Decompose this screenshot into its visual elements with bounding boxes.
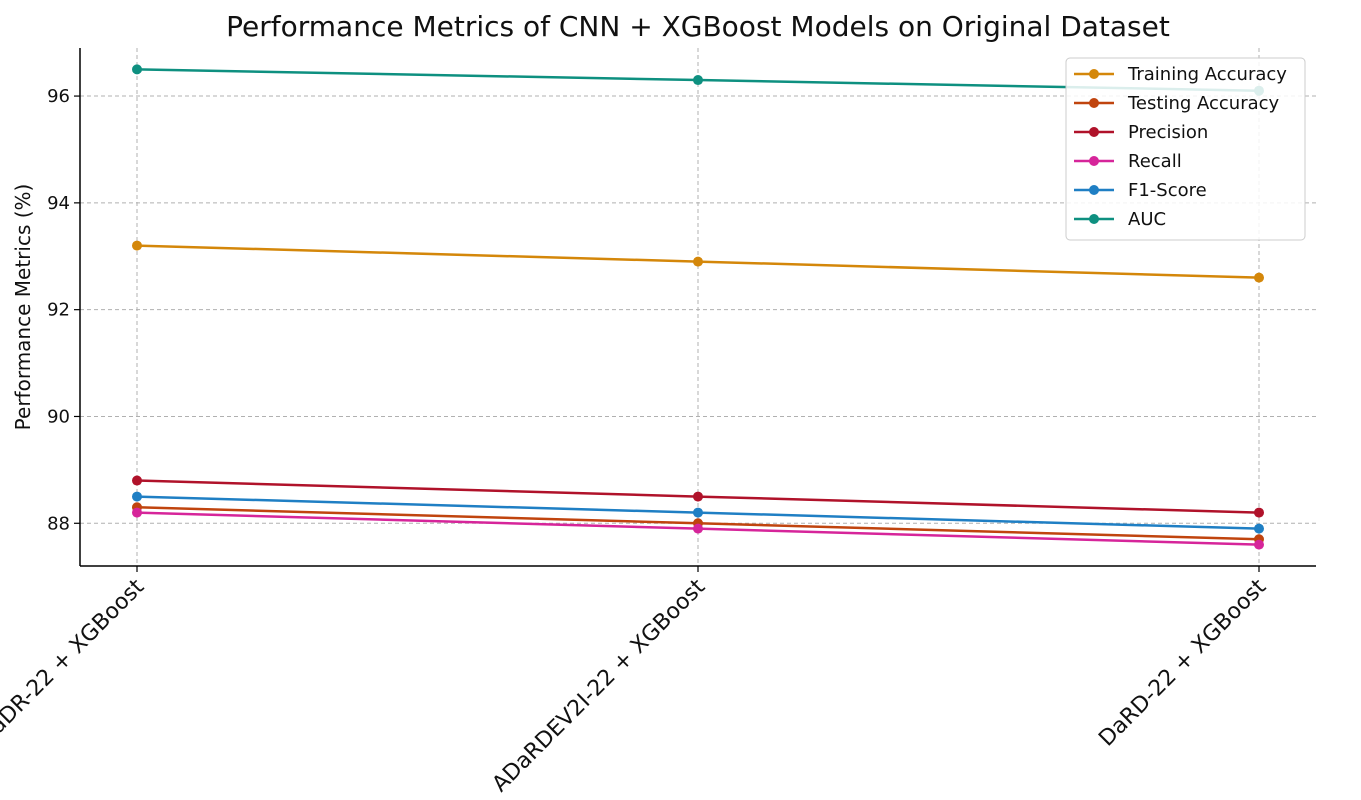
x-tick-label: ADaRDEV2I-22 + XGBoost bbox=[488, 574, 711, 797]
x-tick-label: ADaDR-22 + XGBoost bbox=[0, 574, 149, 761]
data-point bbox=[693, 75, 703, 86]
legend-swatch-marker bbox=[1089, 127, 1099, 137]
data-point bbox=[693, 256, 703, 267]
series-f1-score bbox=[132, 491, 1264, 534]
legend-label: AUC bbox=[1128, 209, 1166, 230]
data-point bbox=[693, 523, 703, 534]
data-point bbox=[132, 240, 142, 251]
legend-box bbox=[1065, 57, 1306, 241]
series-precision bbox=[132, 475, 1264, 518]
data-point bbox=[1254, 272, 1264, 283]
y-tick-label: 90 bbox=[47, 406, 70, 427]
series-training-accuracy bbox=[132, 240, 1264, 283]
x-tick-labels: ADaDR-22 + XGBoost ADaRDEV2I-22 + XGBoost… bbox=[0, 574, 1271, 797]
legend-swatch-marker bbox=[1089, 69, 1099, 79]
legend-label: Recall bbox=[1128, 151, 1182, 172]
legend: Training Accuracy Testing Accuracy Precisi… bbox=[1065, 57, 1306, 241]
legend-swatch-marker bbox=[1089, 185, 1099, 195]
data-point bbox=[132, 64, 142, 75]
y-tick-label: 88 bbox=[47, 513, 70, 534]
y-tick-label: 94 bbox=[47, 193, 70, 214]
data-point bbox=[1254, 539, 1264, 550]
legend-label: Training Accuracy bbox=[1127, 64, 1287, 85]
chart-title: Performance Metrics of CNN + XGBoost Mod… bbox=[226, 10, 1170, 43]
legend-swatch-marker bbox=[1089, 214, 1099, 224]
data-point bbox=[132, 507, 142, 518]
data-point bbox=[693, 491, 703, 502]
grid-lines bbox=[80, 48, 1316, 566]
series-recall bbox=[132, 507, 1264, 550]
legend-swatch-marker bbox=[1089, 156, 1099, 166]
legend-label: Testing Accuracy bbox=[1127, 93, 1280, 114]
data-point bbox=[1254, 523, 1264, 534]
data-point bbox=[132, 491, 142, 502]
axes bbox=[74, 48, 1316, 572]
y-tick-label: 96 bbox=[47, 86, 70, 107]
data-point bbox=[693, 507, 703, 518]
y-tick-label: 92 bbox=[47, 300, 70, 321]
data-point bbox=[132, 475, 142, 486]
x-tick-label: DaRD-22 + XGBoost bbox=[1094, 574, 1271, 751]
legend-swatch-marker bbox=[1089, 98, 1099, 108]
legend-label: Precision bbox=[1128, 122, 1208, 143]
data-point bbox=[1254, 507, 1264, 518]
legend-label: F1-Score bbox=[1128, 180, 1207, 201]
y-axis-label: Performance Metrics (%) bbox=[11, 184, 35, 431]
y-tick-labels: 88 90 92 94 96 bbox=[47, 86, 70, 534]
